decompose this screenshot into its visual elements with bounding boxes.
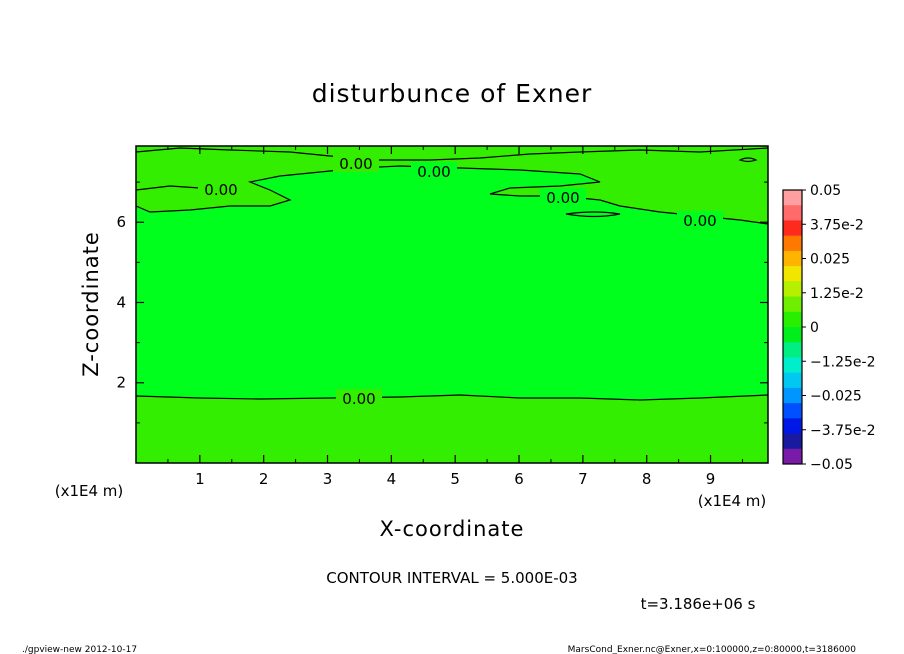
contour-label-5: 0.00 — [546, 189, 579, 207]
x-axis-label: X-coordinate — [380, 517, 525, 541]
lower-band-region — [136, 395, 768, 463]
y-tick-label: 4 — [116, 293, 126, 311]
colorbar-label: 1.25e-2 — [810, 286, 864, 302]
colorbar-segment — [783, 281, 802, 298]
time-note: t=3.186e+06 s — [641, 595, 756, 613]
colorbar-segment — [783, 296, 802, 313]
contour-line-island — [565, 211, 621, 218]
colorbar-segment — [783, 190, 802, 206]
colorbar-segment — [783, 387, 802, 404]
x-axis-ticks: 1 2 3 4 5 6 7 8 9 — [167, 146, 743, 488]
contour-line-lower — [135, 394, 769, 401]
contour-label-bg-1 — [336, 389, 382, 407]
contour-label-3: 0.00 — [339, 155, 372, 173]
colorbar-label: 0.05 — [810, 183, 841, 199]
colorbar-label: −0.05 — [810, 457, 853, 473]
colorbar-label: 0.025 — [810, 252, 850, 268]
contour-line-left — [135, 185, 201, 191]
y-tick-label: 6 — [116, 213, 126, 231]
contour-labels: 0.00 0.00 0.00 0.00 0.00 0.00 — [198, 154, 723, 408]
contour-label-4: 0.00 — [417, 163, 450, 181]
x-tick-label: 1 — [195, 470, 205, 488]
footer-left: ./gpview-new 2012-10-17 — [22, 645, 137, 654]
y-axis-unit: (x1E4 m) — [55, 482, 124, 500]
colorbar-segment — [783, 311, 802, 328]
x-tick-label: 4 — [387, 470, 397, 488]
colorbar-label: −3.75e-2 — [810, 423, 875, 439]
colorbar-segment — [783, 220, 802, 237]
colorbar-segments — [783, 190, 802, 465]
colorbar-segment — [783, 357, 802, 374]
y-axis-label: Z-coordinate — [79, 231, 103, 377]
colorbar-label: −1.25e-2 — [810, 354, 875, 370]
x-tick-label: 8 — [642, 470, 652, 488]
colorbar-label: 0 — [810, 320, 819, 336]
colorbar-segment — [783, 205, 802, 221]
colorbar-segment — [783, 372, 802, 389]
plot-frame — [135, 145, 769, 464]
y-axis-ticks: 2 4 6 — [116, 181, 768, 424]
colorbar: 0.05 3.75e-2 0.025 1.25e-2 0 −1.25e-2 −0.025 −3… — [782, 183, 875, 473]
contour-label-bg-5 — [540, 188, 586, 206]
contour-line-top — [135, 147, 769, 161]
colorbar-labels: 0.05 3.75e-2 0.025 1.25e-2 0 −1.25e-2 −0.025 −3… — [802, 183, 875, 473]
contour-label-6: 0.00 — [683, 212, 716, 230]
colorbar-segment — [783, 266, 802, 282]
colorbar-segment — [783, 342, 802, 358]
colorbar-segment — [783, 403, 802, 419]
contour-line-small — [738, 157, 758, 163]
footer-right: MarsCond_Exner.nc@Exner,x=0:100000,z=0:8… — [568, 645, 857, 654]
colorbar-segment — [783, 433, 802, 450]
colorbar-segment — [783, 418, 802, 435]
contour-label-bg-6 — [677, 211, 723, 229]
y-tick-label: 2 — [116, 374, 126, 392]
x-tick-label: 6 — [514, 470, 524, 488]
upper-band-region — [136, 146, 768, 224]
contour-label-1: 0.00 — [342, 390, 375, 408]
x-tick-label: 9 — [706, 470, 716, 488]
x-tick-label: 2 — [259, 470, 269, 488]
colorbar-label: 3.75e-2 — [810, 217, 864, 233]
x-tick-label: 3 — [323, 470, 333, 488]
contour-label-2: 0.00 — [204, 181, 237, 199]
contour-label-bg-4 — [411, 162, 457, 180]
colorbar-segment — [783, 235, 802, 252]
contour-interval-note: CONTOUR INTERVAL = 5.000E-03 — [326, 569, 577, 587]
x-tick-label: 5 — [450, 470, 460, 488]
contour-line-upper — [135, 165, 769, 225]
colorbar-segment — [783, 327, 802, 343]
colorbar-label: −0.025 — [810, 389, 862, 405]
chart-title: disturbunce of Exner — [312, 79, 593, 108]
x-tick-label: 7 — [578, 470, 588, 488]
colorbar-segment — [783, 448, 802, 465]
colorbar-segment — [783, 250, 802, 267]
contour-lines — [135, 147, 769, 401]
contour-label-bg-2 — [198, 180, 244, 198]
x-axis-unit: (x1E4 m) — [698, 492, 767, 510]
contour-label-bg-3 — [333, 154, 379, 172]
